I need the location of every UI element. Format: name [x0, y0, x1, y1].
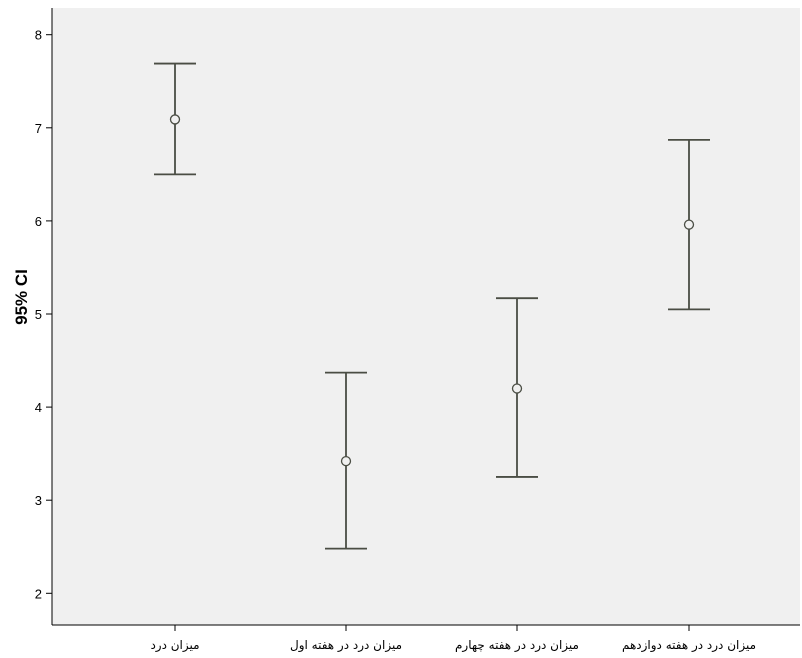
mean-marker	[169, 114, 181, 125]
x-category-label: میزان درد در هفته اول	[290, 638, 402, 653]
mean-marker	[340, 455, 352, 467]
error-bar-2	[325, 371, 367, 550]
x-category-label: میزان درد در هفته چهارم	[455, 638, 579, 653]
mean-marker	[683, 219, 695, 230]
mean-marker	[511, 383, 523, 394]
y-axis-title: 95% CI	[12, 269, 31, 325]
x-axis-ticks: میزان درد میزان درد در هفته اول میزان درد …	[150, 625, 756, 653]
error-bar-4	[668, 139, 710, 311]
x-category-label: میزان درد	[150, 638, 199, 653]
y-tick-label: 5	[35, 307, 42, 322]
error-bars	[154, 62, 710, 550]
y-tick-label: 2	[35, 586, 42, 601]
y-tick-label: 7	[35, 121, 42, 136]
y-tick-label: 6	[35, 214, 42, 229]
y-tick-label: 4	[35, 400, 42, 415]
error-bar-3	[496, 297, 538, 478]
y-tick-label: 8	[35, 28, 42, 43]
error-bar-1	[154, 62, 196, 176]
y-axis-ticks: 2 3 4 5 6 7 8	[35, 28, 52, 601]
x-category-label: میزان درد در هفته دوازدهم	[622, 638, 756, 653]
plot-area	[52, 8, 800, 625]
y-tick-label: 3	[35, 493, 42, 508]
